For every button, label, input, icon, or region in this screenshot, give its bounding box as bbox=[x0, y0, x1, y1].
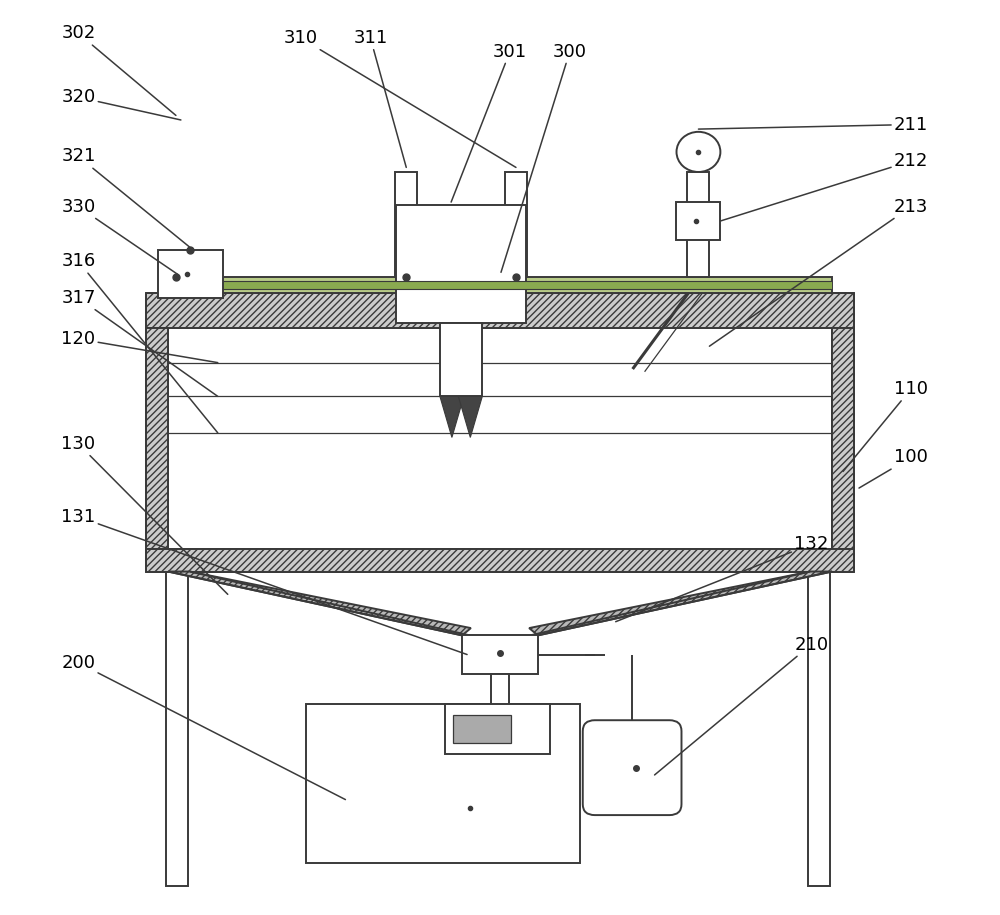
Bar bbox=[440, 323, 482, 396]
Bar bbox=[146, 328, 168, 549]
Text: 301: 301 bbox=[451, 43, 527, 202]
FancyBboxPatch shape bbox=[583, 720, 681, 815]
Bar bbox=[306, 704, 580, 864]
Text: 212: 212 bbox=[720, 152, 928, 221]
Bar bbox=[505, 172, 527, 277]
Text: 132: 132 bbox=[616, 535, 829, 621]
Polygon shape bbox=[458, 396, 482, 437]
Polygon shape bbox=[529, 572, 832, 635]
Bar bbox=[168, 328, 832, 549]
Bar bbox=[395, 172, 417, 277]
Bar bbox=[168, 281, 832, 289]
Text: 302: 302 bbox=[61, 25, 176, 115]
Circle shape bbox=[677, 132, 720, 172]
Bar bbox=[491, 673, 509, 719]
Text: 311: 311 bbox=[353, 29, 406, 167]
Text: 330: 330 bbox=[61, 198, 177, 274]
Polygon shape bbox=[168, 572, 471, 635]
Text: 110: 110 bbox=[843, 380, 928, 471]
Text: 321: 321 bbox=[61, 147, 190, 248]
Text: 320: 320 bbox=[61, 88, 181, 120]
Bar bbox=[396, 205, 526, 323]
Text: 213: 213 bbox=[709, 198, 928, 346]
Bar bbox=[687, 172, 709, 277]
Text: 100: 100 bbox=[859, 448, 928, 488]
Bar bbox=[146, 294, 854, 328]
Text: 120: 120 bbox=[61, 330, 218, 362]
Bar bbox=[168, 277, 832, 294]
Text: 300: 300 bbox=[501, 43, 587, 273]
Text: 130: 130 bbox=[61, 435, 228, 595]
Text: 131: 131 bbox=[61, 508, 467, 654]
Bar bbox=[166, 572, 188, 887]
Bar bbox=[453, 715, 511, 743]
Text: 210: 210 bbox=[655, 636, 828, 775]
Text: 310: 310 bbox=[283, 29, 516, 167]
Text: 316: 316 bbox=[61, 253, 218, 433]
Bar bbox=[445, 704, 550, 754]
Text: 200: 200 bbox=[61, 653, 345, 800]
Bar bbox=[146, 549, 854, 572]
Text: 317: 317 bbox=[61, 289, 218, 396]
Bar bbox=[808, 572, 830, 887]
Bar bbox=[462, 635, 538, 673]
Bar bbox=[832, 328, 854, 549]
Bar bbox=[158, 251, 223, 298]
Bar bbox=[676, 202, 720, 240]
Polygon shape bbox=[440, 396, 464, 437]
Text: 211: 211 bbox=[698, 115, 928, 134]
